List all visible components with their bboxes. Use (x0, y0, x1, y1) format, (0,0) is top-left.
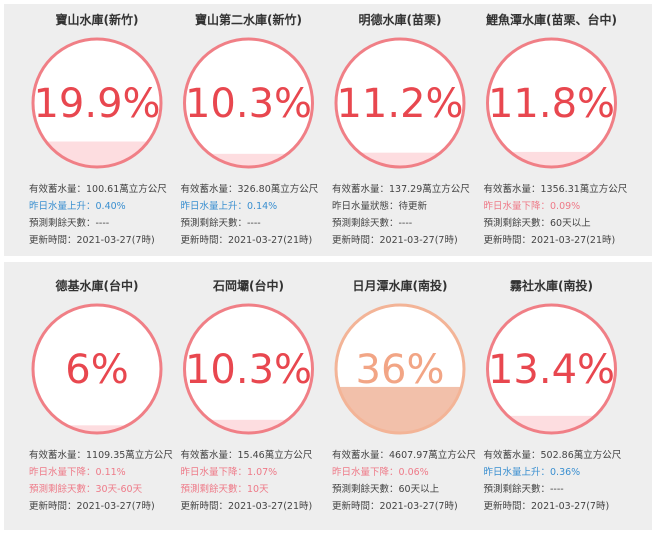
info-line: 更新時間：2021-03-27(21時) (181, 500, 313, 512)
info-line: 有效蓄水量：1356.31萬立方公尺 (484, 183, 628, 195)
percent-label: 6% (65, 347, 128, 393)
percent-label: 10.3% (185, 347, 312, 393)
reservoir-name: 寶山第二水庫(新竹) (195, 12, 302, 27)
info-line: 昨日水量狀態：待更新 (332, 200, 428, 212)
gauge-ring (183, 303, 314, 435)
info-line: 預測剩餘天數：---- (332, 217, 412, 229)
info-line: 昨日水量下降：0.09% (484, 200, 581, 212)
reservoir-name: 霧社水庫(南投) (510, 278, 593, 293)
info-line: 有效蓄水量：1109.35萬立方公尺 (29, 449, 173, 461)
reservoir-name: 德基水庫(台中) (56, 278, 139, 293)
gauge-background (487, 39, 616, 167)
info-line: 有效蓄水量：4607.97萬立方公尺 (332, 449, 476, 461)
reservoir-name: 寶山水庫(新竹) (56, 12, 139, 27)
info-line: 預測剩餘天數：---- (181, 217, 261, 229)
gauge-background (33, 305, 161, 433)
info-line: 昨日水量上升：0.36% (484, 466, 581, 478)
reservoir-name: 明德水庫(苗栗) (359, 12, 442, 27)
info-line: 預測剩餘天數：---- (29, 217, 109, 229)
gauge-ring (334, 303, 466, 435)
gauge-background (33, 39, 161, 167)
percent-label: 36% (356, 347, 445, 393)
reservoir-name: 石岡壩(台中) (212, 278, 284, 293)
info-line: 預測剩餘天數：60天以上 (332, 483, 440, 495)
info-line: 更新時間：2021-03-27(21時) (181, 234, 313, 246)
gauge-ring (334, 37, 466, 169)
info-line: 有效蓄水量：100.61萬立方公尺 (29, 183, 167, 195)
info-line: 昨日水量上升：0.40% (29, 200, 126, 212)
info-line: 昨日水量下降：1.07% (181, 466, 278, 478)
reservoir-name: 鯉魚潭水庫(苗栗、台中) (486, 12, 617, 27)
percent-label: 11.2% (336, 81, 463, 127)
percent-label: 11.8% (488, 81, 615, 127)
percent-label: 13.4% (488, 347, 615, 393)
gauge-background (184, 39, 313, 167)
info-line: 預測剩餘天數：30天-60天 (29, 483, 143, 495)
gauge-ring (31, 37, 163, 169)
percent-label: 10.3% (185, 81, 312, 127)
info-line: 有效蓄水量：15.46萬立方公尺 (181, 449, 313, 461)
gauge-ring (31, 303, 163, 435)
gauge-background (487, 305, 616, 433)
info-line: 更新時間：2021-03-27(21時) (484, 234, 616, 246)
info-line: 更新時間：2021-03-27(7時) (332, 234, 458, 246)
water-level (33, 425, 161, 433)
info-line: 有效蓄水量：502.86萬立方公尺 (484, 449, 622, 461)
info-line: 有效蓄水量：137.29萬立方公尺 (332, 183, 470, 195)
info-line: 昨日水量下降：0.06% (332, 466, 429, 478)
gauge-ring (486, 37, 617, 169)
info-line: 預測剩餘天數：60天以上 (484, 217, 592, 229)
info-line: 昨日水量上升：0.14% (181, 200, 278, 212)
gauge-background (336, 39, 464, 167)
info-line: 更新時間：2021-03-27(7時) (29, 234, 155, 246)
gauge-background (184, 305, 313, 433)
percent-label: 19.9% (33, 81, 160, 127)
gauge-ring (183, 37, 314, 169)
info-line: 預測剩餘天數：10天 (181, 483, 270, 495)
info-line: 預測剩餘天數：---- (484, 483, 564, 495)
gauge-ring (486, 303, 617, 435)
info-line: 有效蓄水量：326.80萬立方公尺 (181, 183, 319, 195)
reservoir-name: 日月潭水庫(南投) (353, 278, 448, 293)
info-line: 更新時間：2021-03-27(7時) (332, 500, 458, 512)
info-line: 昨日水量下降：0.11% (29, 466, 126, 478)
info-line: 更新時間：2021-03-27(7時) (484, 500, 610, 512)
info-line: 更新時間：2021-03-27(7時) (29, 500, 155, 512)
